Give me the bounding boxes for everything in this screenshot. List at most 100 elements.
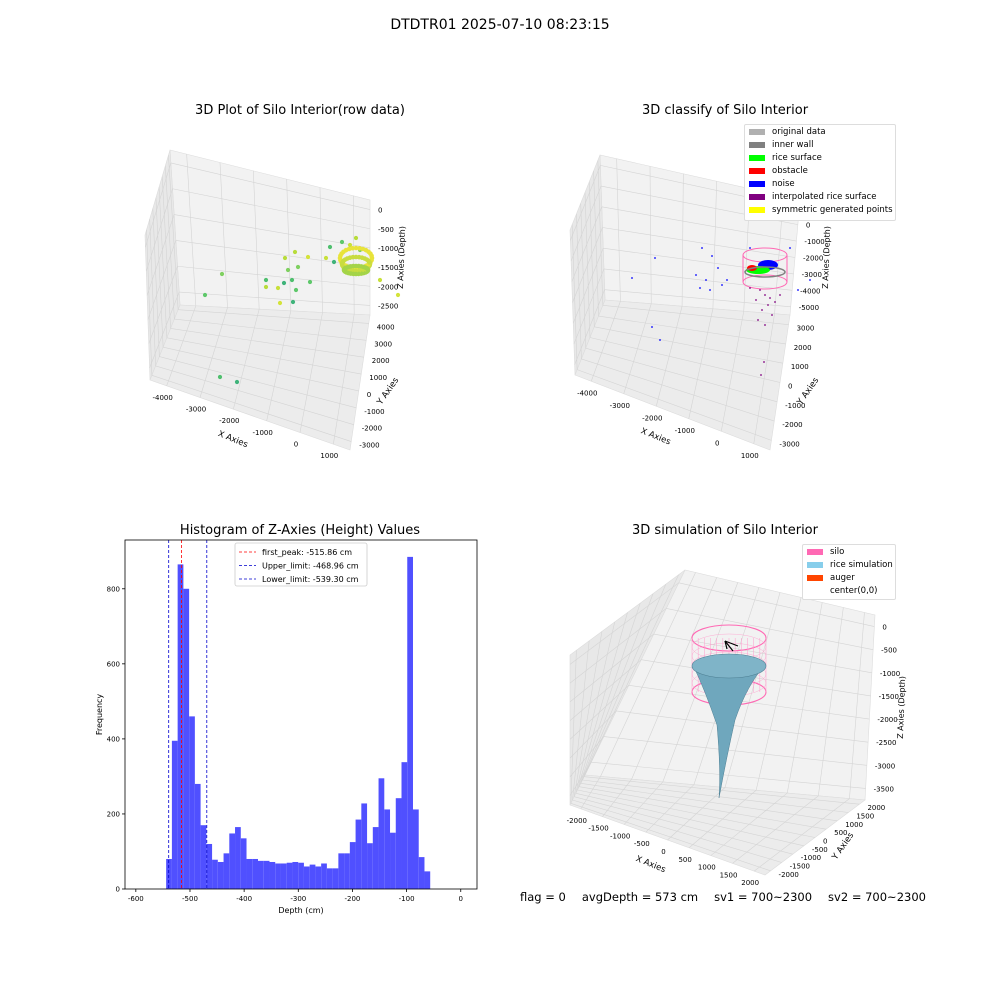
- histogram-bar: [401, 762, 408, 889]
- cls-x-label: X Axies: [639, 426, 672, 447]
- sim-rice-funnel: [692, 664, 766, 799]
- sim-floor-pane: [569, 774, 866, 876]
- raw-point-cloud: [202, 235, 401, 385]
- histogram-bar: [315, 866, 322, 889]
- cls-y-tick: 0: [788, 383, 792, 391]
- histogram-y-tick-label: 800: [107, 585, 120, 593]
- raw-data-point: [234, 379, 240, 385]
- histogram-legend-label: Upper_limit: -468.96 cm: [262, 562, 359, 571]
- raw-grid-z: [148, 266, 178, 344]
- raw-y-tick: -3000: [359, 442, 379, 450]
- histogram-bar: [240, 838, 247, 889]
- cls-noise-point: [709, 289, 711, 291]
- histogram-y-label: Frequency: [95, 694, 104, 736]
- sim-auger-line: [724, 640, 734, 652]
- histogram-bar: [361, 803, 368, 889]
- sim-grid-y: [584, 776, 860, 805]
- cls-y-tick: -1000: [785, 402, 805, 410]
- classify-legend-swatch: [749, 154, 765, 161]
- simulation-legend-item: center(0,0): [807, 584, 895, 597]
- raw-rice-surface-point: [369, 253, 374, 259]
- histogram-x-tick-label: -100: [399, 895, 415, 903]
- raw-rice-surface-point: [350, 245, 355, 251]
- sim-grid-x: [600, 572, 696, 777]
- raw-grid-z: [149, 291, 180, 369]
- cls-interpolated-point: [764, 294, 766, 296]
- sim-grid-y: [574, 796, 793, 855]
- cls-interpolated-point: [779, 294, 781, 296]
- raw-floor-pane: [149, 304, 371, 451]
- raw-grid-x: [266, 310, 292, 421]
- classify-legend-label: rice surface: [772, 152, 822, 163]
- flag-text: flag = 0: [520, 890, 566, 904]
- raw-grid-x: [299, 312, 323, 433]
- cls-grid-z: [572, 248, 604, 324]
- cls-noise-point: [717, 267, 719, 269]
- cls-grid-y: [585, 347, 778, 403]
- raw-grid-z: [145, 188, 173, 272]
- raw-grid-y: [174, 318, 367, 341]
- classify-legend-label: obstacle: [772, 165, 808, 176]
- histogram-legend-label: first_peak: -515.86 cm: [262, 548, 352, 557]
- raw-data-point: [275, 285, 281, 291]
- raw-x-tick: 1000: [320, 452, 338, 460]
- sim-rice-surface: [691, 653, 767, 679]
- histogram-x-tick-label: -200: [345, 895, 361, 903]
- classify-legend-item: symmetric generated points: [749, 203, 895, 216]
- cls-interpolated-point: [760, 374, 762, 376]
- cls-grid-y: [598, 315, 786, 345]
- histogram-bar: [206, 843, 213, 889]
- classify-legend: original data inner wall rice surface obsta…: [744, 124, 896, 221]
- raw-data-point: [292, 249, 298, 255]
- sim-z-tick: -2000: [877, 716, 897, 724]
- histogram-bar: [263, 860, 270, 889]
- histogram-bar: [418, 857, 425, 889]
- cls-grid-z: [572, 227, 603, 303]
- cls-noise-point: [721, 284, 723, 286]
- histogram-bar: [280, 863, 287, 889]
- raw-y-tick: 2000: [372, 357, 390, 365]
- cls-interpolated-point: [761, 309, 763, 311]
- raw-data-point: [331, 259, 337, 265]
- classify-legend-label: original data: [772, 126, 826, 137]
- histogram-bar: [286, 862, 293, 889]
- raw-z-tick: -2500: [378, 302, 398, 310]
- cls-y-tick: -2000: [782, 421, 802, 429]
- raw-grid-y: [151, 375, 352, 442]
- sim-y-tick: -2000: [779, 871, 799, 879]
- raw-y-tick: -1000: [364, 408, 384, 416]
- histogram-x-tick-label: -400: [236, 895, 252, 903]
- sim-z-tick: -3000: [875, 762, 895, 770]
- histogram-bar: [395, 798, 402, 889]
- sim-grid-z: [628, 685, 870, 720]
- raw-data-point: [263, 277, 269, 283]
- cls-grid-z: [601, 206, 797, 242]
- cls-interpolated-point: [769, 297, 771, 299]
- cls-grid-z: [570, 185, 602, 262]
- cls-interpolated-point: [767, 304, 769, 306]
- cls-grid-z: [574, 289, 605, 365]
- classify-legend-item: original data: [749, 125, 895, 138]
- raw-grid-z: [174, 214, 371, 249]
- raw-grid-x: [286, 179, 292, 311]
- histogram-bar: [303, 866, 310, 889]
- cls-x-tick: -2000: [642, 414, 662, 422]
- cls-noise-point: [797, 289, 799, 291]
- histogram-legend: first_peak: -515.86 cm Upper_limit: -468.…: [234, 542, 368, 587]
- sim-grid-z: [569, 710, 617, 759]
- histogram-title: Histogram of Z-Axies (Height) Values: [179, 523, 421, 538]
- sim-grid-z: [569, 659, 642, 721]
- histogram-bar: [355, 819, 362, 889]
- histogram-x-tick-label: 0: [459, 895, 463, 903]
- sim-grid-y: [573, 631, 603, 797]
- sim-y-tick: -500: [812, 846, 828, 854]
- sv2-text: sv2 = 700~2300: [828, 890, 926, 904]
- cls-inner-wall: [744, 266, 786, 278]
- cls-interpolated-point: [755, 299, 757, 301]
- sim-grid-y: [578, 602, 641, 787]
- cls-x-tick: -3000: [610, 402, 630, 410]
- classify-legend-swatch: [749, 167, 765, 174]
- cls-grid-z: [604, 289, 791, 308]
- sim-z-tick: 0: [882, 624, 886, 632]
- raw-y-tick: 3000: [374, 340, 392, 348]
